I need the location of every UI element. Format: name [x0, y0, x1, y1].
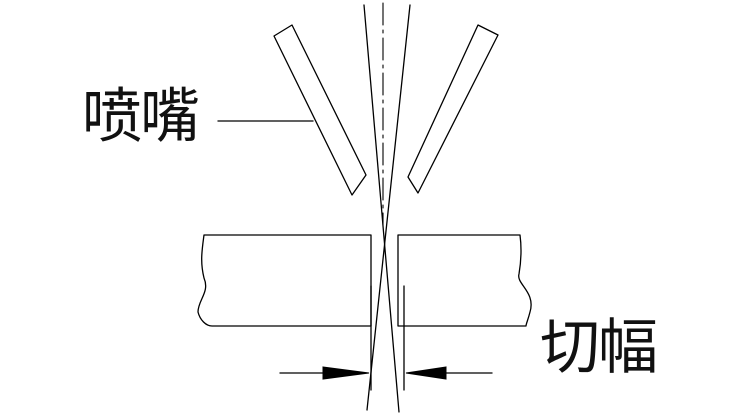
nozzle-right-wall	[407, 24, 499, 194]
workpiece-right	[397, 234, 532, 327]
beam-edge-left	[363, 4, 400, 413]
nozzle-left-wall	[273, 24, 367, 196]
kerf-label: 切幅	[540, 313, 658, 383]
workpiece-left	[197, 234, 372, 327]
nozzle-label: 喷嘴	[82, 82, 200, 152]
kerf-arrow-right	[405, 366, 447, 380]
kerf-arrow-left	[322, 366, 370, 380]
beam-edge-right	[366, 4, 411, 411]
